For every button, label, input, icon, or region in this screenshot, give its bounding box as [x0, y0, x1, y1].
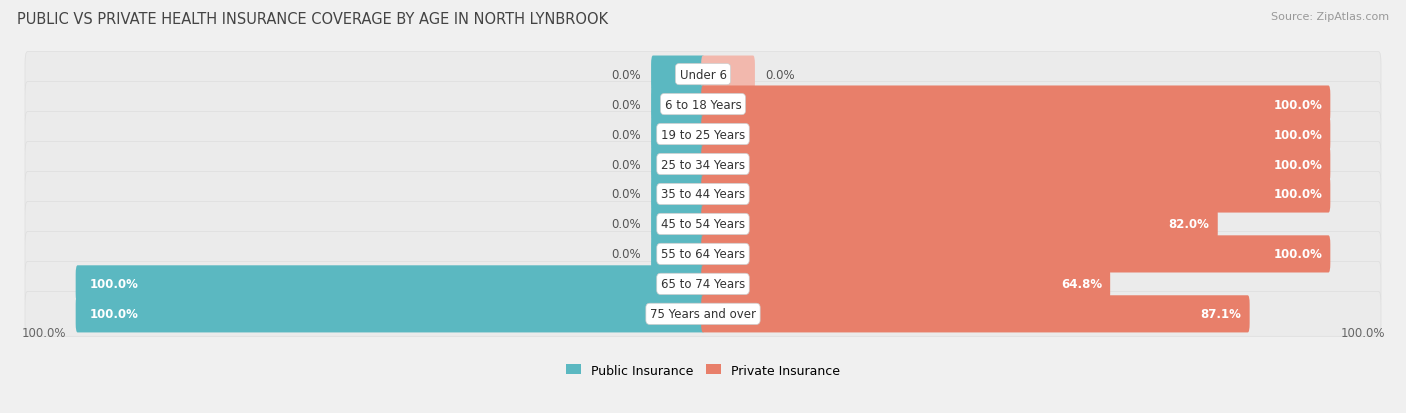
- Text: 82.0%: 82.0%: [1168, 218, 1209, 231]
- Text: 0.0%: 0.0%: [610, 218, 641, 231]
- Text: 100.0%: 100.0%: [1274, 188, 1322, 201]
- FancyBboxPatch shape: [651, 176, 704, 213]
- Text: 0.0%: 0.0%: [610, 69, 641, 81]
- FancyBboxPatch shape: [651, 116, 704, 153]
- FancyBboxPatch shape: [702, 57, 755, 93]
- Text: 0.0%: 0.0%: [610, 188, 641, 201]
- FancyBboxPatch shape: [702, 86, 1330, 123]
- Text: 0.0%: 0.0%: [610, 248, 641, 261]
- FancyBboxPatch shape: [702, 266, 1111, 303]
- FancyBboxPatch shape: [25, 112, 1381, 157]
- FancyBboxPatch shape: [25, 82, 1381, 127]
- Text: 0.0%: 0.0%: [765, 69, 796, 81]
- FancyBboxPatch shape: [25, 52, 1381, 97]
- Text: 64.8%: 64.8%: [1062, 278, 1102, 291]
- FancyBboxPatch shape: [651, 86, 704, 123]
- FancyBboxPatch shape: [25, 262, 1381, 306]
- Text: 75 Years and over: 75 Years and over: [650, 308, 756, 320]
- Text: 0.0%: 0.0%: [610, 128, 641, 141]
- FancyBboxPatch shape: [651, 236, 704, 273]
- FancyBboxPatch shape: [25, 292, 1381, 337]
- Text: 45 to 54 Years: 45 to 54 Years: [661, 218, 745, 231]
- Text: 0.0%: 0.0%: [610, 98, 641, 111]
- FancyBboxPatch shape: [76, 266, 704, 303]
- Text: 100.0%: 100.0%: [90, 308, 139, 320]
- FancyBboxPatch shape: [651, 146, 704, 183]
- Text: 87.1%: 87.1%: [1201, 308, 1241, 320]
- Text: 0.0%: 0.0%: [610, 158, 641, 171]
- Text: PUBLIC VS PRIVATE HEALTH INSURANCE COVERAGE BY AGE IN NORTH LYNBROOK: PUBLIC VS PRIVATE HEALTH INSURANCE COVER…: [17, 12, 607, 27]
- FancyBboxPatch shape: [702, 176, 1330, 213]
- FancyBboxPatch shape: [702, 146, 1330, 183]
- FancyBboxPatch shape: [25, 232, 1381, 277]
- Text: 65 to 74 Years: 65 to 74 Years: [661, 278, 745, 291]
- FancyBboxPatch shape: [25, 202, 1381, 247]
- Text: 6 to 18 Years: 6 to 18 Years: [665, 98, 741, 111]
- Text: 25 to 34 Years: 25 to 34 Years: [661, 158, 745, 171]
- FancyBboxPatch shape: [702, 236, 1330, 273]
- Text: Source: ZipAtlas.com: Source: ZipAtlas.com: [1271, 12, 1389, 22]
- FancyBboxPatch shape: [651, 57, 704, 93]
- FancyBboxPatch shape: [651, 206, 704, 243]
- Text: Under 6: Under 6: [679, 69, 727, 81]
- FancyBboxPatch shape: [76, 296, 704, 332]
- Text: 100.0%: 100.0%: [1274, 98, 1322, 111]
- FancyBboxPatch shape: [25, 172, 1381, 217]
- Text: 100.0%: 100.0%: [1340, 327, 1385, 339]
- FancyBboxPatch shape: [702, 206, 1218, 243]
- Text: 100.0%: 100.0%: [1274, 158, 1322, 171]
- Text: 100.0%: 100.0%: [1274, 128, 1322, 141]
- Text: 19 to 25 Years: 19 to 25 Years: [661, 128, 745, 141]
- Legend: Public Insurance, Private Insurance: Public Insurance, Private Insurance: [561, 359, 845, 382]
- FancyBboxPatch shape: [702, 296, 1250, 332]
- Text: 55 to 64 Years: 55 to 64 Years: [661, 248, 745, 261]
- Text: 35 to 44 Years: 35 to 44 Years: [661, 188, 745, 201]
- Text: 100.0%: 100.0%: [1274, 248, 1322, 261]
- FancyBboxPatch shape: [702, 116, 1330, 153]
- Text: 100.0%: 100.0%: [90, 278, 139, 291]
- FancyBboxPatch shape: [25, 142, 1381, 187]
- Text: 100.0%: 100.0%: [21, 327, 66, 339]
